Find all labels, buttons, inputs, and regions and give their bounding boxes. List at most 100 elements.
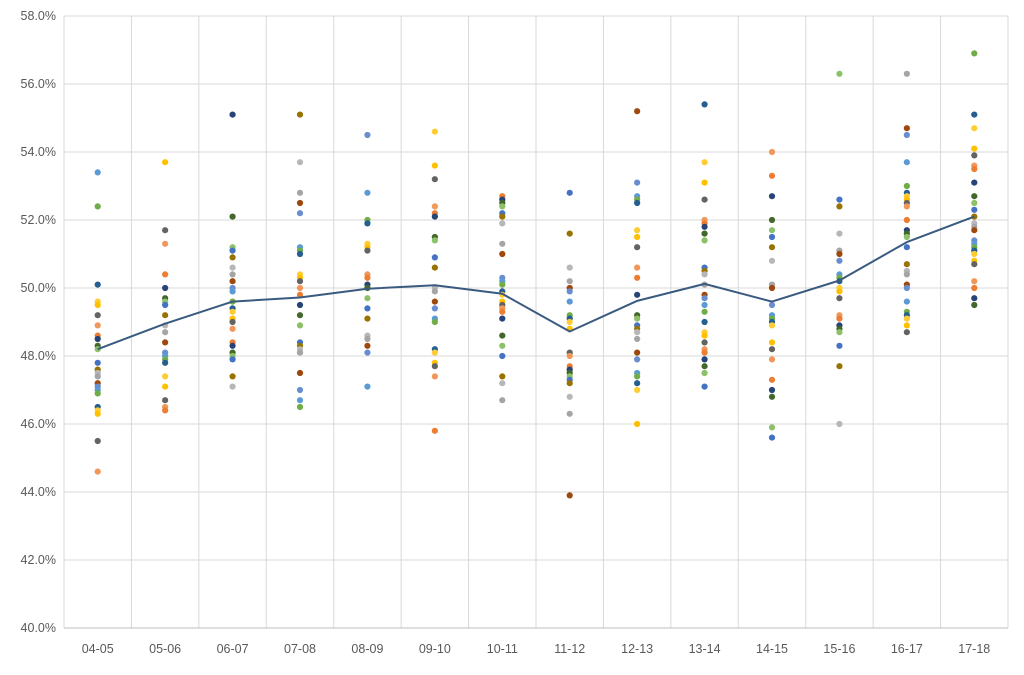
scatter-point <box>768 257 776 264</box>
scatter-point <box>364 189 371 196</box>
scatter-point <box>364 295 371 302</box>
x-axis: 04-05 05-06 06-07 07-08 08-09 09-10 10-11 11-12… <box>64 627 1008 656</box>
scatter-point <box>971 199 978 207</box>
scatter-point <box>162 159 169 166</box>
scatter-point <box>768 172 776 179</box>
scatter-point <box>768 216 776 224</box>
x-tick-label: 17-18 <box>958 642 990 656</box>
scatter-point <box>499 332 506 339</box>
scatter-point <box>971 301 978 309</box>
scatter-point <box>94 373 101 380</box>
scatter-point <box>903 271 910 278</box>
scatter-point <box>296 322 304 329</box>
scatter-point <box>971 250 978 258</box>
scatter-point <box>296 159 304 166</box>
scatter-point <box>364 383 371 390</box>
y-tick-label: 42.0% <box>21 553 56 567</box>
scatter-point <box>566 393 573 400</box>
scatter-point <box>566 278 573 285</box>
scatter-point <box>296 386 304 394</box>
scatter-point <box>229 373 236 380</box>
scatter-point <box>229 342 236 349</box>
scatter-point <box>431 363 438 370</box>
scatter-point <box>768 386 776 394</box>
scatter-point <box>903 329 910 336</box>
scatter-point <box>566 410 573 417</box>
scatter-point <box>634 274 641 281</box>
scatter-point <box>162 312 169 319</box>
scatter-point <box>836 203 843 210</box>
scatter-point <box>768 424 776 431</box>
scatter-point <box>768 393 776 400</box>
scatter-point <box>229 247 236 254</box>
scatter-point <box>566 230 573 237</box>
scatter-point <box>431 237 438 244</box>
scatter-point <box>566 298 573 305</box>
scatter-point <box>768 227 776 234</box>
y-tick-label: 58.0% <box>21 9 56 23</box>
scatter-point <box>431 264 438 271</box>
scatter-point <box>701 196 708 203</box>
scatter-point <box>701 230 708 237</box>
scatter-point <box>634 315 641 322</box>
scatter-point <box>499 380 506 387</box>
scatter-point <box>903 261 910 268</box>
scatter-point <box>566 288 573 295</box>
scatter-point <box>431 162 438 169</box>
scatter-point <box>701 295 708 302</box>
scatter-point <box>971 278 978 285</box>
x-tick-label: 14-15 <box>756 642 788 656</box>
scatter-point <box>229 111 236 118</box>
scatter-point <box>903 284 910 292</box>
scatter-point <box>971 152 978 159</box>
scatter-point <box>499 220 506 227</box>
scatter-point <box>701 363 708 370</box>
scatter-point <box>701 271 708 278</box>
scatter-point <box>229 318 236 326</box>
scatter-point <box>836 70 843 77</box>
scatter-point <box>364 335 371 343</box>
scatter-point <box>768 376 776 383</box>
scatter-point <box>499 342 506 349</box>
scatter-point <box>971 295 978 302</box>
scatter-point <box>162 329 169 336</box>
scatter-point <box>634 227 641 234</box>
scatter-point <box>94 410 101 417</box>
x-tick-label: 05-06 <box>149 642 181 656</box>
scatter-point <box>634 264 641 271</box>
scatter-point <box>566 189 573 196</box>
scatter-point <box>162 407 169 414</box>
scatter-point <box>701 301 708 309</box>
scatter-point <box>836 420 843 428</box>
scatter-point <box>364 305 371 312</box>
scatter-point <box>566 318 573 326</box>
scatter-point <box>296 284 304 292</box>
scatter-point <box>768 193 776 200</box>
scatter-point <box>836 329 843 336</box>
scatter-point <box>162 284 169 292</box>
scatter-point <box>364 220 371 227</box>
x-tick-label: 07-08 <box>284 642 316 656</box>
scatter-point <box>296 250 304 258</box>
gridlines <box>63 15 1009 629</box>
scatter-point <box>94 335 101 343</box>
scatter-point <box>701 308 708 315</box>
x-tick-label: 04-05 <box>82 642 114 656</box>
scatter-point <box>499 213 506 220</box>
scatter-point <box>768 233 776 241</box>
x-tick-label: 09-10 <box>419 642 451 656</box>
scatter-point <box>499 315 506 322</box>
scatter-point <box>768 346 776 353</box>
scatter-point <box>971 179 978 186</box>
average-line <box>97 215 975 351</box>
scatter-point <box>229 213 236 220</box>
scatter-point <box>431 254 438 261</box>
x-tick-label: 12-13 <box>621 642 653 656</box>
scatter-point <box>836 342 843 349</box>
scatter-point <box>162 359 169 366</box>
scatter-point <box>634 335 641 343</box>
scatter-point <box>499 373 506 380</box>
scatter-point <box>971 145 978 152</box>
